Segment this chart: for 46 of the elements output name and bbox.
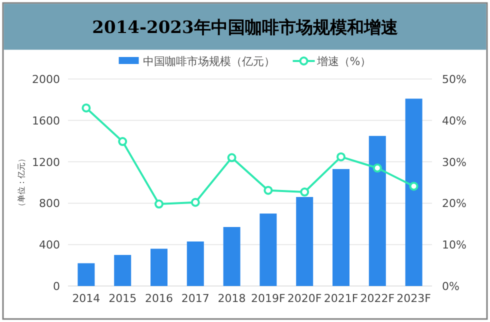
legend-label: 中国咖啡市场规模（亿元） (142, 55, 275, 68)
x-tick-label: 2016 (145, 292, 173, 305)
y-tick-label: 1600 (32, 114, 60, 128)
x-tick-label: 2023F (396, 292, 431, 305)
y2-tick-label: 40% (442, 114, 466, 128)
bar (332, 169, 350, 286)
y-tick-label: 400 (39, 238, 60, 252)
bar (405, 98, 422, 286)
x-tick-label: 2020F (287, 292, 322, 305)
bar (78, 263, 95, 286)
y-axis-title: （单位：亿元） (17, 154, 26, 210)
x-tick-label: 2017 (181, 292, 210, 305)
bar (368, 136, 386, 286)
x-tick-label: 2022F (360, 292, 395, 305)
bar (186, 241, 204, 286)
point (227, 153, 236, 162)
y2-tick-label: 30% (442, 156, 466, 169)
y2-tick-label: 0% (442, 280, 460, 293)
point (409, 182, 418, 191)
bar (296, 196, 314, 286)
point (372, 164, 382, 173)
y-tick-label: 0 (53, 280, 60, 293)
y-tick-label: 1200 (32, 156, 60, 169)
y-tick-label: 2000 (32, 73, 60, 86)
bar (223, 227, 240, 286)
x-tick-label: 2015 (108, 292, 137, 305)
x-tick-label: 2019F (251, 292, 286, 305)
y2-tick-label: 50% (442, 73, 466, 86)
point (300, 188, 310, 197)
point (82, 103, 91, 112)
point (264, 186, 273, 195)
bar (260, 214, 277, 286)
x-tick-label: 2014 (72, 292, 100, 305)
x-tick-label: 2018 (218, 292, 246, 305)
y-tick-label: 800 (39, 197, 60, 210)
point (118, 137, 128, 146)
bar (150, 248, 168, 286)
point (190, 198, 200, 207)
chart-title: 2014-2023年中国咖啡市场规模和增速 (92, 18, 398, 38)
x-tick-label: 2021F (324, 292, 358, 305)
bar (114, 254, 132, 286)
y2-tick-label: 20% (442, 197, 466, 210)
legend-label: 增速（%） (316, 55, 372, 68)
point (336, 152, 346, 162)
point (154, 200, 164, 209)
y2-tick-label: 10% (442, 238, 466, 252)
